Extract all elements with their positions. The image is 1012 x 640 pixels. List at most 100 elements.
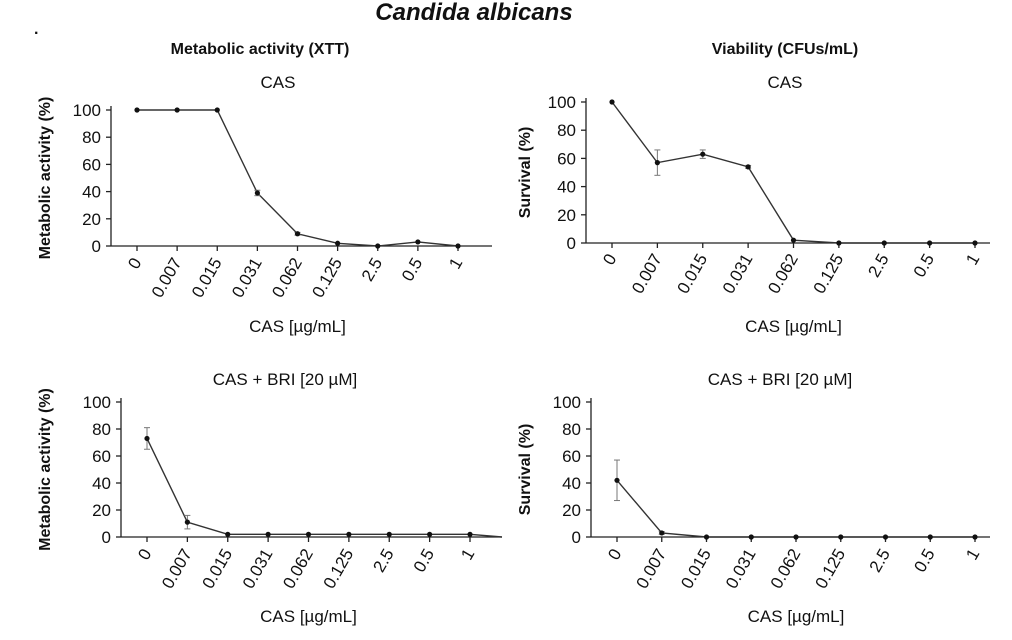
data-point <box>184 519 190 525</box>
x-tick-label: 0.007 <box>148 255 186 301</box>
y-axis-title: Survival (%) <box>517 424 534 516</box>
x-tick-label: 0.5 <box>410 546 438 576</box>
y-tick-label: 60 <box>557 149 576 168</box>
x-tick-label: 0.031 <box>722 546 760 592</box>
x-tick-label: 0.007 <box>158 546 196 592</box>
series-line <box>146 438 503 538</box>
data-point <box>346 531 352 537</box>
x-axis-title: CAS [µg/mL] <box>260 607 357 626</box>
data-point <box>427 531 433 537</box>
x-tick-label: 0 <box>599 251 620 269</box>
x-tick-label: 0.125 <box>308 255 346 301</box>
data-point <box>654 160 660 166</box>
data-point <box>836 240 842 246</box>
x-tick-label: 2.5 <box>369 546 397 576</box>
y-tick-label: 40 <box>82 183 101 202</box>
data-point <box>838 534 844 540</box>
y-tick-label: 0 <box>102 528 111 547</box>
data-point <box>659 530 665 536</box>
y-tick-label: 100 <box>548 93 576 112</box>
x-tick-label: 0.062 <box>767 546 805 592</box>
data-point <box>927 240 933 246</box>
data-point <box>703 534 710 540</box>
y-tick-label: 0 <box>572 528 581 547</box>
y-axis-title: Metabolic activity (%) <box>37 388 54 551</box>
y-tick-label: 60 <box>92 447 111 466</box>
figure-bullet: · <box>34 25 39 42</box>
series-line <box>137 109 459 247</box>
x-tick-label: 0 <box>604 546 625 564</box>
data-point <box>375 243 381 249</box>
x-axis-title: CAS [µg/mL] <box>748 607 845 626</box>
y-axis-title: Survival (%) <box>517 127 534 219</box>
data-point <box>745 164 751 170</box>
data-point <box>265 531 271 537</box>
x-tick-label: 2.5 <box>866 546 894 576</box>
y-tick-label: 100 <box>553 393 581 412</box>
y-tick-label: 20 <box>562 501 581 520</box>
x-tick-label: 0.5 <box>910 251 938 281</box>
series-line <box>616 479 975 538</box>
data-point <box>972 534 978 540</box>
data-point <box>305 531 312 537</box>
y-tick-label: 40 <box>557 178 576 197</box>
x-tick-label: 0.031 <box>228 255 266 301</box>
data-point <box>134 107 140 113</box>
y-tick-label: 80 <box>82 128 101 147</box>
x-tick-label: 0.125 <box>810 251 848 297</box>
x-tick-label: 0.125 <box>811 546 849 592</box>
y-tick-label: 80 <box>557 121 576 140</box>
data-point <box>700 151 706 157</box>
y-tick-label: 60 <box>82 155 101 174</box>
y-tick-label: 100 <box>73 101 101 120</box>
panel-title: CAS + BRI [20 µM] <box>708 370 852 389</box>
figure-title: Candida albicans <box>375 0 572 26</box>
y-tick-label: 0 <box>567 234 576 253</box>
x-tick-label: 0.125 <box>320 546 358 592</box>
data-point <box>793 534 799 540</box>
y-tick-label: 40 <box>92 474 111 493</box>
y-tick-label: 0 <box>92 237 101 256</box>
column-title-right: Viability (CFUs/mL) <box>712 41 858 58</box>
data-point <box>748 534 754 540</box>
x-tick-label: 0.062 <box>279 546 317 592</box>
x-tick-label: 0.007 <box>632 546 670 592</box>
x-tick-label: 0.015 <box>198 546 236 592</box>
x-tick-label: 2.5 <box>358 255 386 285</box>
data-point <box>415 239 421 245</box>
x-tick-label: 1 <box>445 255 466 273</box>
data-point <box>972 240 978 246</box>
data-point <box>214 107 220 113</box>
data-point <box>335 240 341 246</box>
y-tick-label: 60 <box>562 447 581 466</box>
series-line <box>611 101 975 244</box>
data-point <box>882 534 889 540</box>
y-tick-label: 80 <box>562 420 581 439</box>
y-axis-title: Metabolic activity (%) <box>37 97 54 260</box>
x-tick-label: 0.007 <box>628 251 666 297</box>
data-point <box>790 237 797 243</box>
x-tick-label: 0.062 <box>764 251 802 297</box>
chart-panel-bottom-left: CAS + BRI [20 µM] 0 20 40 60 80 100 Metabolic a… <box>37 370 503 626</box>
data-point <box>174 107 180 113</box>
panel-title: CAS <box>768 73 803 92</box>
data-point <box>455 243 461 249</box>
data-point <box>927 534 933 540</box>
data-point <box>467 531 473 537</box>
data-point <box>614 477 620 483</box>
x-tick-label: 0.5 <box>910 546 938 576</box>
y-tick-label: 80 <box>92 420 111 439</box>
chart-panel-bottom-right: CAS + BRI [20 µM] 0 20 40 60 80 100 Survival (%… <box>517 370 990 626</box>
data-point <box>225 531 231 537</box>
x-axis-title: CAS [µg/mL] <box>745 317 842 336</box>
x-tick-label: 1 <box>457 546 478 564</box>
y-tick-label: 100 <box>83 393 111 412</box>
x-tick-label: 0.031 <box>719 251 757 297</box>
y-tick-label: 20 <box>557 206 576 225</box>
x-tick-label: 0 <box>124 255 145 273</box>
x-tick-label: 2.5 <box>864 251 892 281</box>
data-point <box>881 240 887 246</box>
